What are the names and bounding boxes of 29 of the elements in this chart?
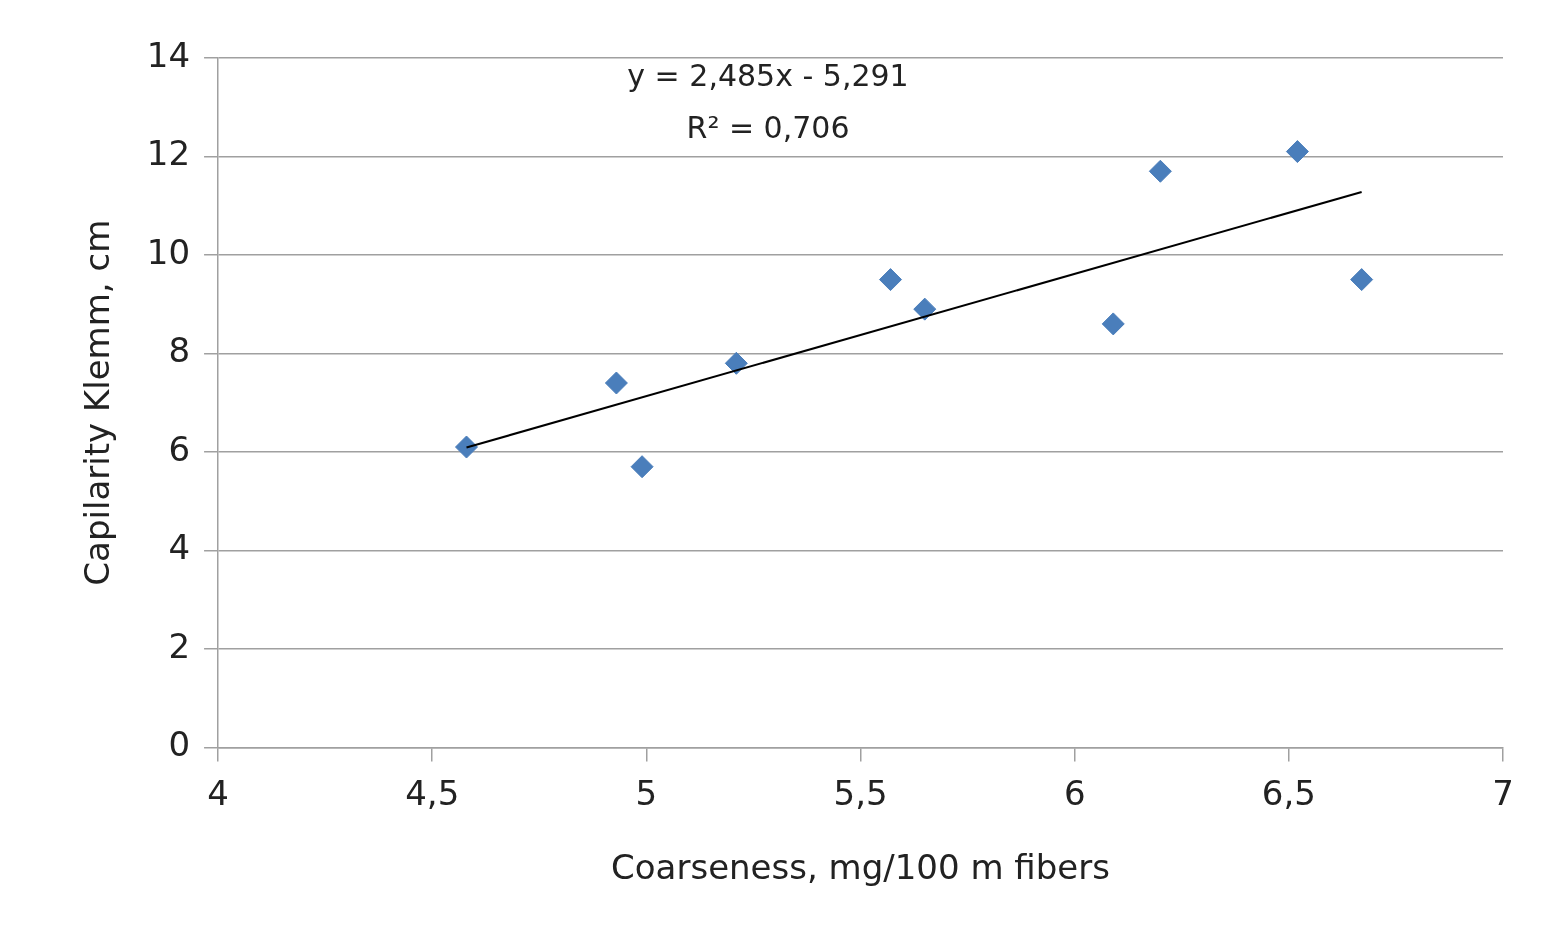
x-tick-label: 4,5 [405,772,460,813]
y-tick-label: 0 [168,724,191,765]
y-tick-label: 12 [146,133,191,174]
x-tick-label: 6,5 [1261,772,1316,813]
point [630,455,654,479]
y-axis-title: Capilarity Klemm, cm [77,219,118,586]
point [1101,312,1125,336]
annotation: R² = 0,706 [686,109,850,145]
y-tick-label: 6 [168,428,191,469]
x-axis-title: Coarseness, mg/100 m fibers [611,847,1110,888]
y-tick-label: 4 [168,527,191,568]
x-tick-label: 5 [635,772,658,813]
annotation: y = 2,485x - 5,291 [627,57,909,93]
x-tick-label: 4 [207,772,229,813]
y-tick-label: 2 [168,625,191,666]
point [1350,268,1374,292]
y-tick-label: 14 [146,34,191,75]
point [1285,140,1309,164]
y-tick-label: 8 [168,330,191,371]
point [724,351,748,375]
x-tick-label: 5,5 [833,772,888,813]
y-tick-label: 10 [146,231,191,272]
x-tick-label: 6 [1063,772,1086,813]
point [454,435,478,459]
x-tick-label: 7 [1492,772,1514,813]
point [604,371,628,395]
point [1148,159,1172,183]
point [913,297,937,321]
point [879,268,903,292]
